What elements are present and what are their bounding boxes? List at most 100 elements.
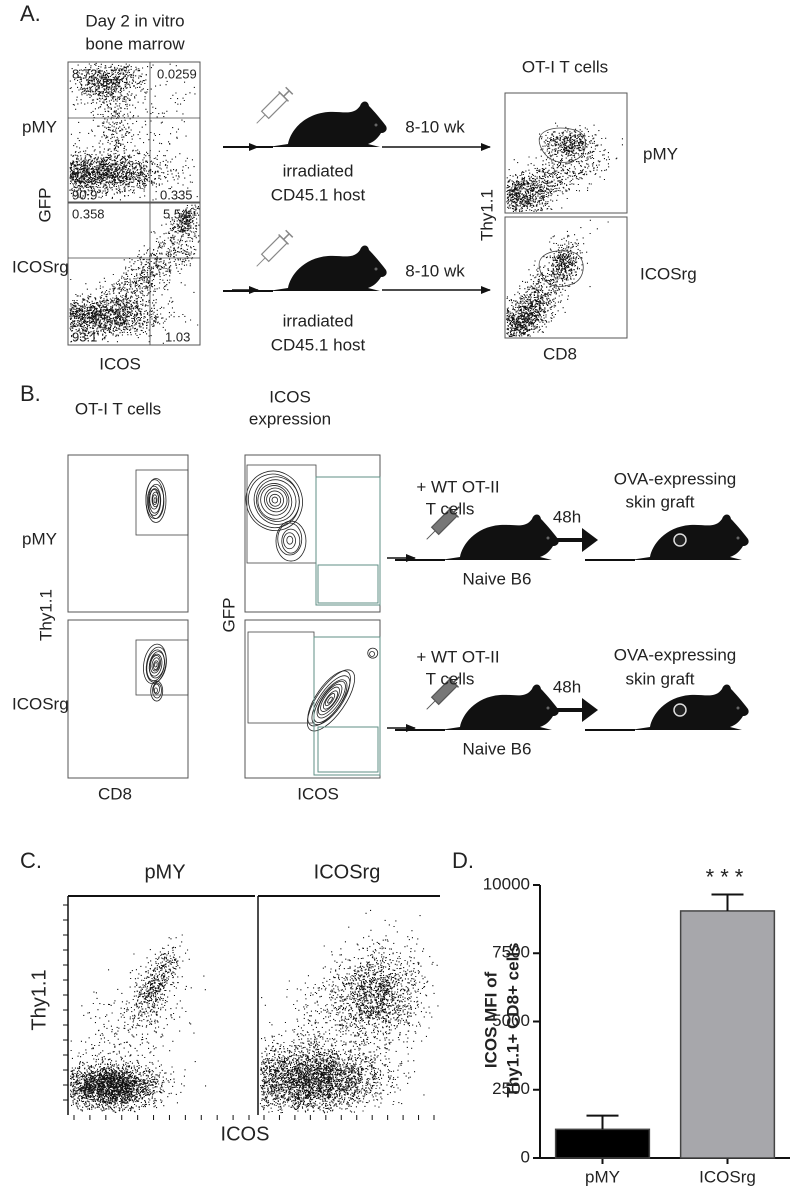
quadrant-value: 8.72 (72, 66, 97, 81)
event-dots (259, 909, 439, 1114)
transfer-label: + WT OT-II (416, 477, 499, 496)
plot-frame (244, 454, 381, 613)
plot-frame (67, 454, 189, 613)
quadrant-value: 5.54 (163, 206, 188, 221)
column-label: pMY (144, 861, 185, 883)
gate (538, 250, 584, 287)
axis-label: Thy1.1 (36, 589, 55, 641)
axis-label: ICOS (99, 354, 141, 373)
interval-label: 48h (553, 677, 581, 696)
panel-label: A. (20, 1, 41, 26)
gate (313, 636, 381, 776)
axis-label: CD8 (98, 784, 132, 803)
interval-label: 8-10 wk (405, 117, 465, 136)
contour (317, 683, 343, 716)
source-title: Day 2 in vitro (85, 11, 184, 30)
syringe (250, 228, 295, 273)
graft-label: skin graft (626, 492, 695, 511)
panel-a: A. Day 2 in vitro bone marrow 8.72 0.025… (12, 1, 697, 374)
transfer-label: + WT OT-II (416, 647, 499, 666)
event-dots (69, 62, 198, 201)
contour (147, 485, 162, 516)
gate (135, 469, 189, 536)
host-label: Naive B6 (463, 569, 532, 588)
transfer-label: T cells (426, 669, 475, 688)
event-dots (69, 934, 207, 1113)
contour (148, 488, 161, 514)
axis-label: ICOS (297, 784, 339, 803)
quadrant-value: 0.335 (160, 187, 193, 202)
contour (153, 497, 157, 504)
event-dots (69, 204, 200, 344)
axis-label: Thy1.1 (28, 969, 50, 1030)
x-tick-label: pMY (585, 1167, 620, 1186)
host-label: irradiated (283, 161, 354, 180)
contour (146, 649, 165, 682)
tick-group (63, 904, 435, 1120)
skin-graft (673, 533, 687, 547)
x-tick-label: ICOSrg (699, 1167, 756, 1186)
contour (275, 520, 307, 562)
plot-frame (244, 619, 381, 779)
transfer-label: T cells (426, 499, 475, 518)
panel-d: D. ICOS MFI of Thy1.1+ CD8+ cells 0 2500 5… (452, 848, 790, 1186)
contour (143, 643, 167, 685)
mouse (222, 100, 388, 148)
quadrant-value: 0.358 (72, 206, 105, 221)
mouse (222, 244, 388, 292)
contour (152, 494, 158, 506)
contour (260, 485, 290, 516)
quadrant-value: 93.1 (72, 329, 97, 344)
gate (135, 639, 189, 696)
panel-c: C. pMY ICOSrg Thy1.1 ICOS (20, 848, 440, 1145)
axis-label: GFP (35, 188, 54, 223)
y-axis-label: Thy1.1+ CD8+ cells (503, 943, 522, 1098)
contour (324, 693, 336, 707)
contour (266, 490, 284, 510)
host-label: Naive B6 (463, 739, 532, 758)
contour (151, 657, 160, 672)
syringe (250, 85, 295, 130)
event-dots (506, 122, 623, 212)
contour (277, 522, 303, 556)
column-title: ICOS (269, 387, 311, 406)
panel-label: D. (452, 848, 474, 873)
interval-label: 8-10 wk (405, 261, 465, 280)
contour (283, 532, 296, 550)
contour (149, 489, 160, 510)
contour (152, 682, 162, 699)
mouse (394, 513, 560, 561)
axis-label: CD8 (543, 344, 577, 363)
y-axis-label: ICOS MFI of (481, 972, 500, 1069)
scatter-group (506, 122, 623, 338)
contour (271, 496, 279, 504)
graft-label: OVA-expressing (614, 469, 737, 488)
gate (315, 476, 381, 606)
y-tick-label: 10000 (483, 874, 530, 893)
quadrant-value: 90.9 (72, 187, 97, 202)
contour (145, 478, 167, 523)
row-label: ICOSrg (640, 264, 697, 283)
significance-label: *** (706, 864, 750, 889)
contour (323, 690, 339, 710)
panel-label: B. (20, 381, 41, 406)
column-title: expression (249, 409, 331, 428)
panel-b: B. OT-I T cells ICOS expression pMY ICOS… (12, 381, 750, 803)
bar (554, 1128, 651, 1159)
host-label: irradiated (283, 311, 354, 330)
event-dots (506, 219, 609, 338)
row-label: pMY (22, 117, 57, 136)
contour (150, 680, 164, 702)
axis-label: GFP (219, 598, 238, 633)
axis-label: ICOS (221, 1123, 270, 1145)
graft-label: skin graft (626, 669, 695, 688)
host-label: CD45.1 host (271, 335, 366, 354)
row-label: pMY (22, 529, 57, 548)
contour (367, 647, 379, 659)
graft-label: OVA-expressing (614, 645, 737, 664)
contour (281, 528, 301, 554)
source-title: bone marrow (85, 34, 185, 53)
panel-label: C. (20, 848, 42, 873)
gate (317, 726, 379, 773)
contour (320, 686, 340, 712)
